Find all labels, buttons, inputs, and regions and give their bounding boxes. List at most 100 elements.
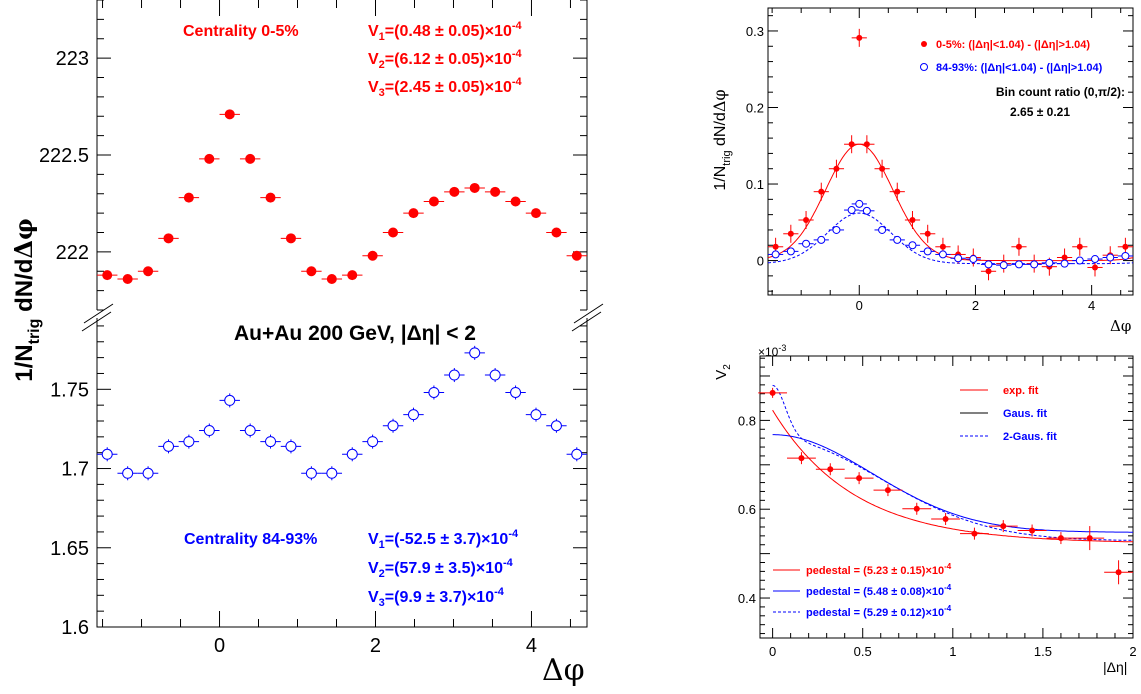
br-point-3 <box>844 472 874 485</box>
red-point-14 <box>382 227 404 238</box>
blue-point-18 <box>464 345 485 360</box>
bin-ratio-value: 2.65 ± 0.21 <box>1010 105 1070 119</box>
red-point-0 <box>97 270 118 281</box>
br-point-8 <box>988 520 1018 533</box>
top-right-panel: 0 2 4 0 0.1 0.2 0.3 1/Ntrig dN/dΔφ Δφ 0-5%: (|… <box>710 7 1134 335</box>
tr-blue-point-23 <box>1102 253 1118 262</box>
tr-blue-point-18 <box>1026 260 1042 269</box>
series-0-5 <box>97 109 587 284</box>
bottom-right-frame <box>759 355 1134 639</box>
blue-point-7 <box>239 423 261 438</box>
blue-point-11 <box>321 466 343 481</box>
br-point-0 <box>758 387 788 398</box>
red-point-15 <box>403 208 424 219</box>
red-point-9 <box>280 233 302 244</box>
tr-blue-point-11 <box>920 247 936 256</box>
left-y-label: 1/Ntrig dN/dΔφ <box>9 218 43 381</box>
tr-blue-point-0 <box>768 250 784 259</box>
upper-frame <box>96 0 588 310</box>
blue-point-23 <box>566 447 587 462</box>
lower-centrality-label: Centrality 84-93% <box>184 531 317 548</box>
tr-blue-point-2 <box>798 239 814 248</box>
tr-blue-point-17 <box>1011 260 1027 269</box>
br-point-1 <box>787 452 816 465</box>
br-point-2 <box>815 463 845 476</box>
upper-y-tick-label-1: 222.5 <box>39 145 89 167</box>
tr-blue-point-12 <box>935 250 951 259</box>
red-point-19 <box>484 186 506 197</box>
tr-blue-point-15 <box>980 260 997 269</box>
series-84-93 <box>97 345 587 481</box>
br-y-tick-label-2: 0.8 <box>738 413 756 428</box>
blue-point-8 <box>260 434 281 449</box>
tr-blue-point-7 <box>859 206 875 215</box>
blue-point-0 <box>97 447 118 462</box>
bottom-right-fits <box>772 384 1133 543</box>
red-point-7 <box>239 153 261 164</box>
top-right-y-label: 1/Ntrig dN/dΔφ <box>710 89 733 190</box>
pedestal-label-exp: pedestal = (5.23 ± 0.15)×10-4 <box>806 562 952 577</box>
axis-break-left <box>81 303 114 332</box>
tr-blue-point-1 <box>783 247 799 256</box>
br-fit-curve-0 <box>772 409 1133 543</box>
lower-v1-label: V1=(-52.5 ± 3.7)×10-4 <box>368 528 519 551</box>
lower-y-tick-label-0: 1.6 <box>61 617 89 639</box>
tr-fit-curve-1 <box>767 212 1134 265</box>
axis-break-right <box>571 303 604 332</box>
blue-point-17 <box>444 368 465 383</box>
x-ticks: 0 2 4 <box>102 0 571 657</box>
red-point-12 <box>342 270 363 281</box>
red-point-18 <box>464 182 485 193</box>
tr-y-tick-label-3: 0.3 <box>746 24 764 39</box>
tr-blue-point-6 <box>851 199 867 208</box>
tr-blue-point-13 <box>950 254 966 263</box>
tr-blue-point-3 <box>813 235 829 244</box>
br-y-tick-label-0: 0.4 <box>738 591 756 606</box>
bottom-right-ticks: 0 0.5 1 1.5 2 0.4 0.6 0.8 <box>738 356 1137 659</box>
blue-point-19 <box>484 368 506 383</box>
upper-v1-label: V1=(0.48 ± 0.05)×10-4 <box>368 20 523 43</box>
red-point-2 <box>137 266 159 277</box>
tr-red-point-21 <box>1072 237 1088 256</box>
br-fit-curve-2 <box>772 384 1133 541</box>
tr-red-point-4 <box>828 159 845 178</box>
tr-red-point-5 <box>844 135 860 154</box>
br-point-6 <box>931 512 961 525</box>
br-x-tick-label-2: 1 <box>949 644 956 659</box>
br-x-tick-label-0: 0 <box>769 644 776 659</box>
tr-red-point-7 <box>859 135 875 154</box>
bottom-right-x-label: |Δη| <box>1103 659 1127 675</box>
blue-point-10 <box>301 466 322 481</box>
blue-point-5 <box>199 423 220 438</box>
upper-v3-label: V3=(2.45 ± 0.05)×10-4 <box>368 76 523 99</box>
br-point-11 <box>1075 526 1105 551</box>
upper-v2-label: V2=(6.12 ± 0.05)×10-4 <box>368 48 523 71</box>
bottom-right-series <box>758 387 1133 585</box>
upper-y-tick-label-0: 222 <box>56 242 89 264</box>
legend-label-exp: exp. fit <box>1003 385 1039 397</box>
lower-y-ticks: 1.6 1.65 1.7 1.75 <box>50 325 587 639</box>
top-right-series-84-93 <box>768 199 1133 270</box>
red-point-23 <box>566 250 587 261</box>
left-panel-title: Au+Au 200 GeV, |Δη| < 2 <box>234 322 476 345</box>
tr-blue-point-8 <box>874 225 890 234</box>
tr-red-point-11 <box>920 224 936 243</box>
blue-point-15 <box>403 407 424 422</box>
br-x-tick-label-4: 2 <box>1129 644 1136 659</box>
red-point-5 <box>199 153 220 164</box>
red-point-3 <box>158 233 179 244</box>
tr-y-tick-label-2: 0.2 <box>746 100 764 115</box>
red-point-16 <box>423 196 445 207</box>
br-point-7 <box>960 527 989 540</box>
tr-y-tick-label-0: 0 <box>757 254 764 269</box>
br-point-12 <box>1104 560 1133 585</box>
top-right-frame <box>767 7 1134 296</box>
tr-blue-point-4 <box>828 225 845 234</box>
legend-marker-0-5 <box>921 41 927 47</box>
tr-blue-point-19 <box>1041 258 1057 267</box>
tr-red-point-10 <box>904 210 921 229</box>
tr-red-point-15 <box>980 262 997 281</box>
red-point-1 <box>117 274 138 284</box>
bottom-right-y-multiplier: ×10-3 <box>758 343 786 359</box>
